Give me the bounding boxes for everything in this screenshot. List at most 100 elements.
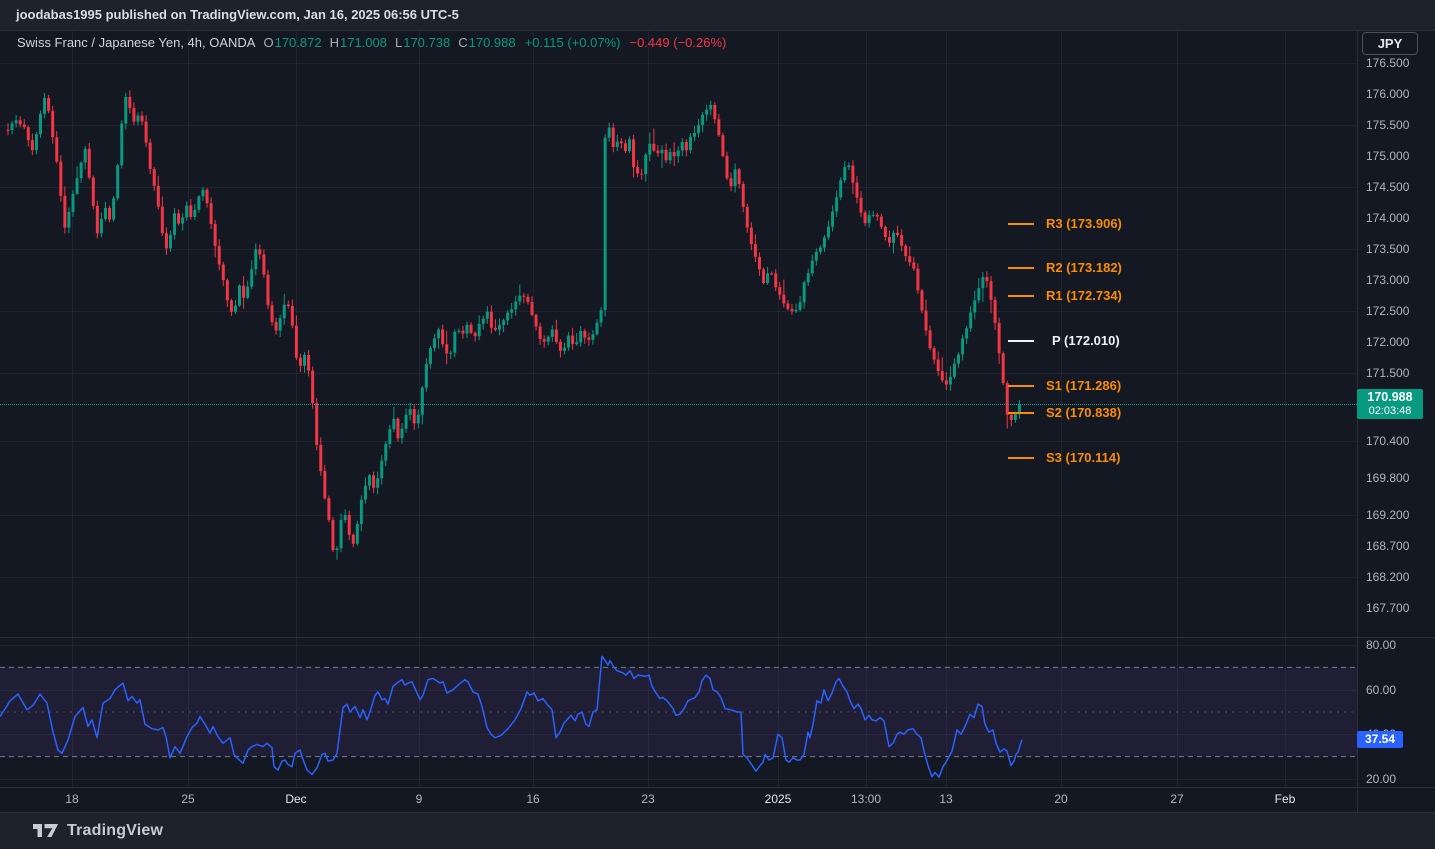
candle-body [392,418,396,430]
pivot-line-r2[interactable] [1008,267,1034,270]
pivot-line-r3[interactable] [1008,222,1034,225]
time-axis-label: 18 [65,792,79,806]
candle-body [607,127,611,138]
price-scale[interactable]: 170.988 02:03:48 37.54 176.500 176.000 175… [1357,30,1435,787]
candle-body [233,305,237,312]
pane-separator[interactable] [0,637,1435,638]
candle-body [806,273,810,283]
pivot-line-r1[interactable] [1008,295,1034,298]
candle-body [355,523,359,544]
price-axis-label: 176.500 [1366,56,1410,70]
tradingview-logo-icon[interactable] [33,822,58,839]
tradingview-wordmark[interactable]: TradingView [67,821,164,839]
time-scale[interactable]: 18 25 Dec 9 16 23 2025 13:00 13 20 27 Feb [0,787,1357,812]
candle-body [156,185,160,207]
candle-body [928,330,932,349]
pivot-line-p[interactable] [1008,339,1034,342]
attribution-bar: TradingView [0,812,1435,849]
candle-body [221,264,225,281]
candle-body [619,141,623,144]
price-axis-label: 176.000 [1366,86,1410,101]
header-divider [0,30,1435,31]
candle-body [420,387,424,415]
candle-body [985,277,989,282]
candle-body [493,327,497,330]
candle-body [75,178,79,194]
candle-body [717,119,721,136]
rsi-pane[interactable] [0,637,1357,787]
candle-body [534,314,538,327]
candle-body [692,132,696,137]
candle-body [1013,414,1017,420]
candle-body [63,195,67,228]
candle-body [957,354,961,364]
rsi-axis-label: 60.00 [1366,682,1397,697]
candle-body [449,352,453,354]
price-axis-label: 168.200 [1366,569,1410,584]
candle-body [506,312,510,321]
pivot-line-s1[interactable] [1008,384,1034,387]
legend-change: +0.115 (+0.07%) [524,35,621,50]
candle-body [672,152,676,157]
candle-body [859,197,863,213]
legend-low-value: 170.738 [403,35,451,50]
candle-body [343,514,347,521]
price-axis-label: 168.700 [1366,538,1410,553]
candle-body [818,247,822,252]
pivot-label-r2: R2 (173.182) [1046,260,1122,276]
legend-open-value: 170.872 [274,35,322,50]
candle-body [331,519,335,551]
candle-body [660,149,664,154]
candle-body [201,189,205,197]
time-axis-separator [0,787,1435,788]
pivot-line-s3[interactable] [1008,457,1034,460]
candle-body [855,182,859,198]
candle-body [197,196,201,210]
candle-body [648,143,652,155]
candle-body [319,444,323,472]
candle-body [644,154,648,175]
candle-body [347,514,351,535]
candle-body [461,330,465,334]
main-chart-pane[interactable] [0,30,1357,637]
pivot-line-s2[interactable] [1008,412,1034,415]
rsi-line [0,655,1023,778]
candle-body [762,269,766,284]
currency-toggle-button[interactable]: JPY [1362,32,1418,55]
candle-body [757,256,761,270]
candle-body [14,120,18,124]
candle-body [489,311,493,328]
candle-body [684,141,688,151]
candle-body [177,213,181,224]
candle-body [948,376,952,385]
candle-body [477,323,481,337]
pivot-label-r1: R1 (172.734) [1046,288,1122,304]
current-price-value: 170.988 [1367,390,1413,405]
candle-body [1017,404,1021,415]
candle-body [542,339,546,342]
candle-body [424,363,428,388]
candle-body [144,121,148,143]
price-axis-label: 173.500 [1366,241,1410,256]
candle-body [103,207,107,219]
legend-high-value: 171.008 [339,35,387,50]
candle-body [26,127,30,141]
candle-body [989,281,993,300]
candle-body [623,143,627,152]
candle-body [388,429,392,445]
candle-body [6,129,10,131]
price-axis-label: 174.000 [1366,210,1410,225]
candle-body [701,114,705,126]
candle-body [30,140,34,151]
candle-body [973,300,977,313]
candle-body [591,334,595,340]
candle-body [831,211,835,227]
candle-body [993,299,997,323]
legend-close-value: 170.988 [468,35,516,50]
candle-body [794,309,798,312]
candle-body [433,338,437,349]
candle-body [912,262,916,269]
candle-body [871,214,875,216]
pivot-label-p: P (172.010) [1052,332,1120,348]
candle-body [632,139,636,167]
